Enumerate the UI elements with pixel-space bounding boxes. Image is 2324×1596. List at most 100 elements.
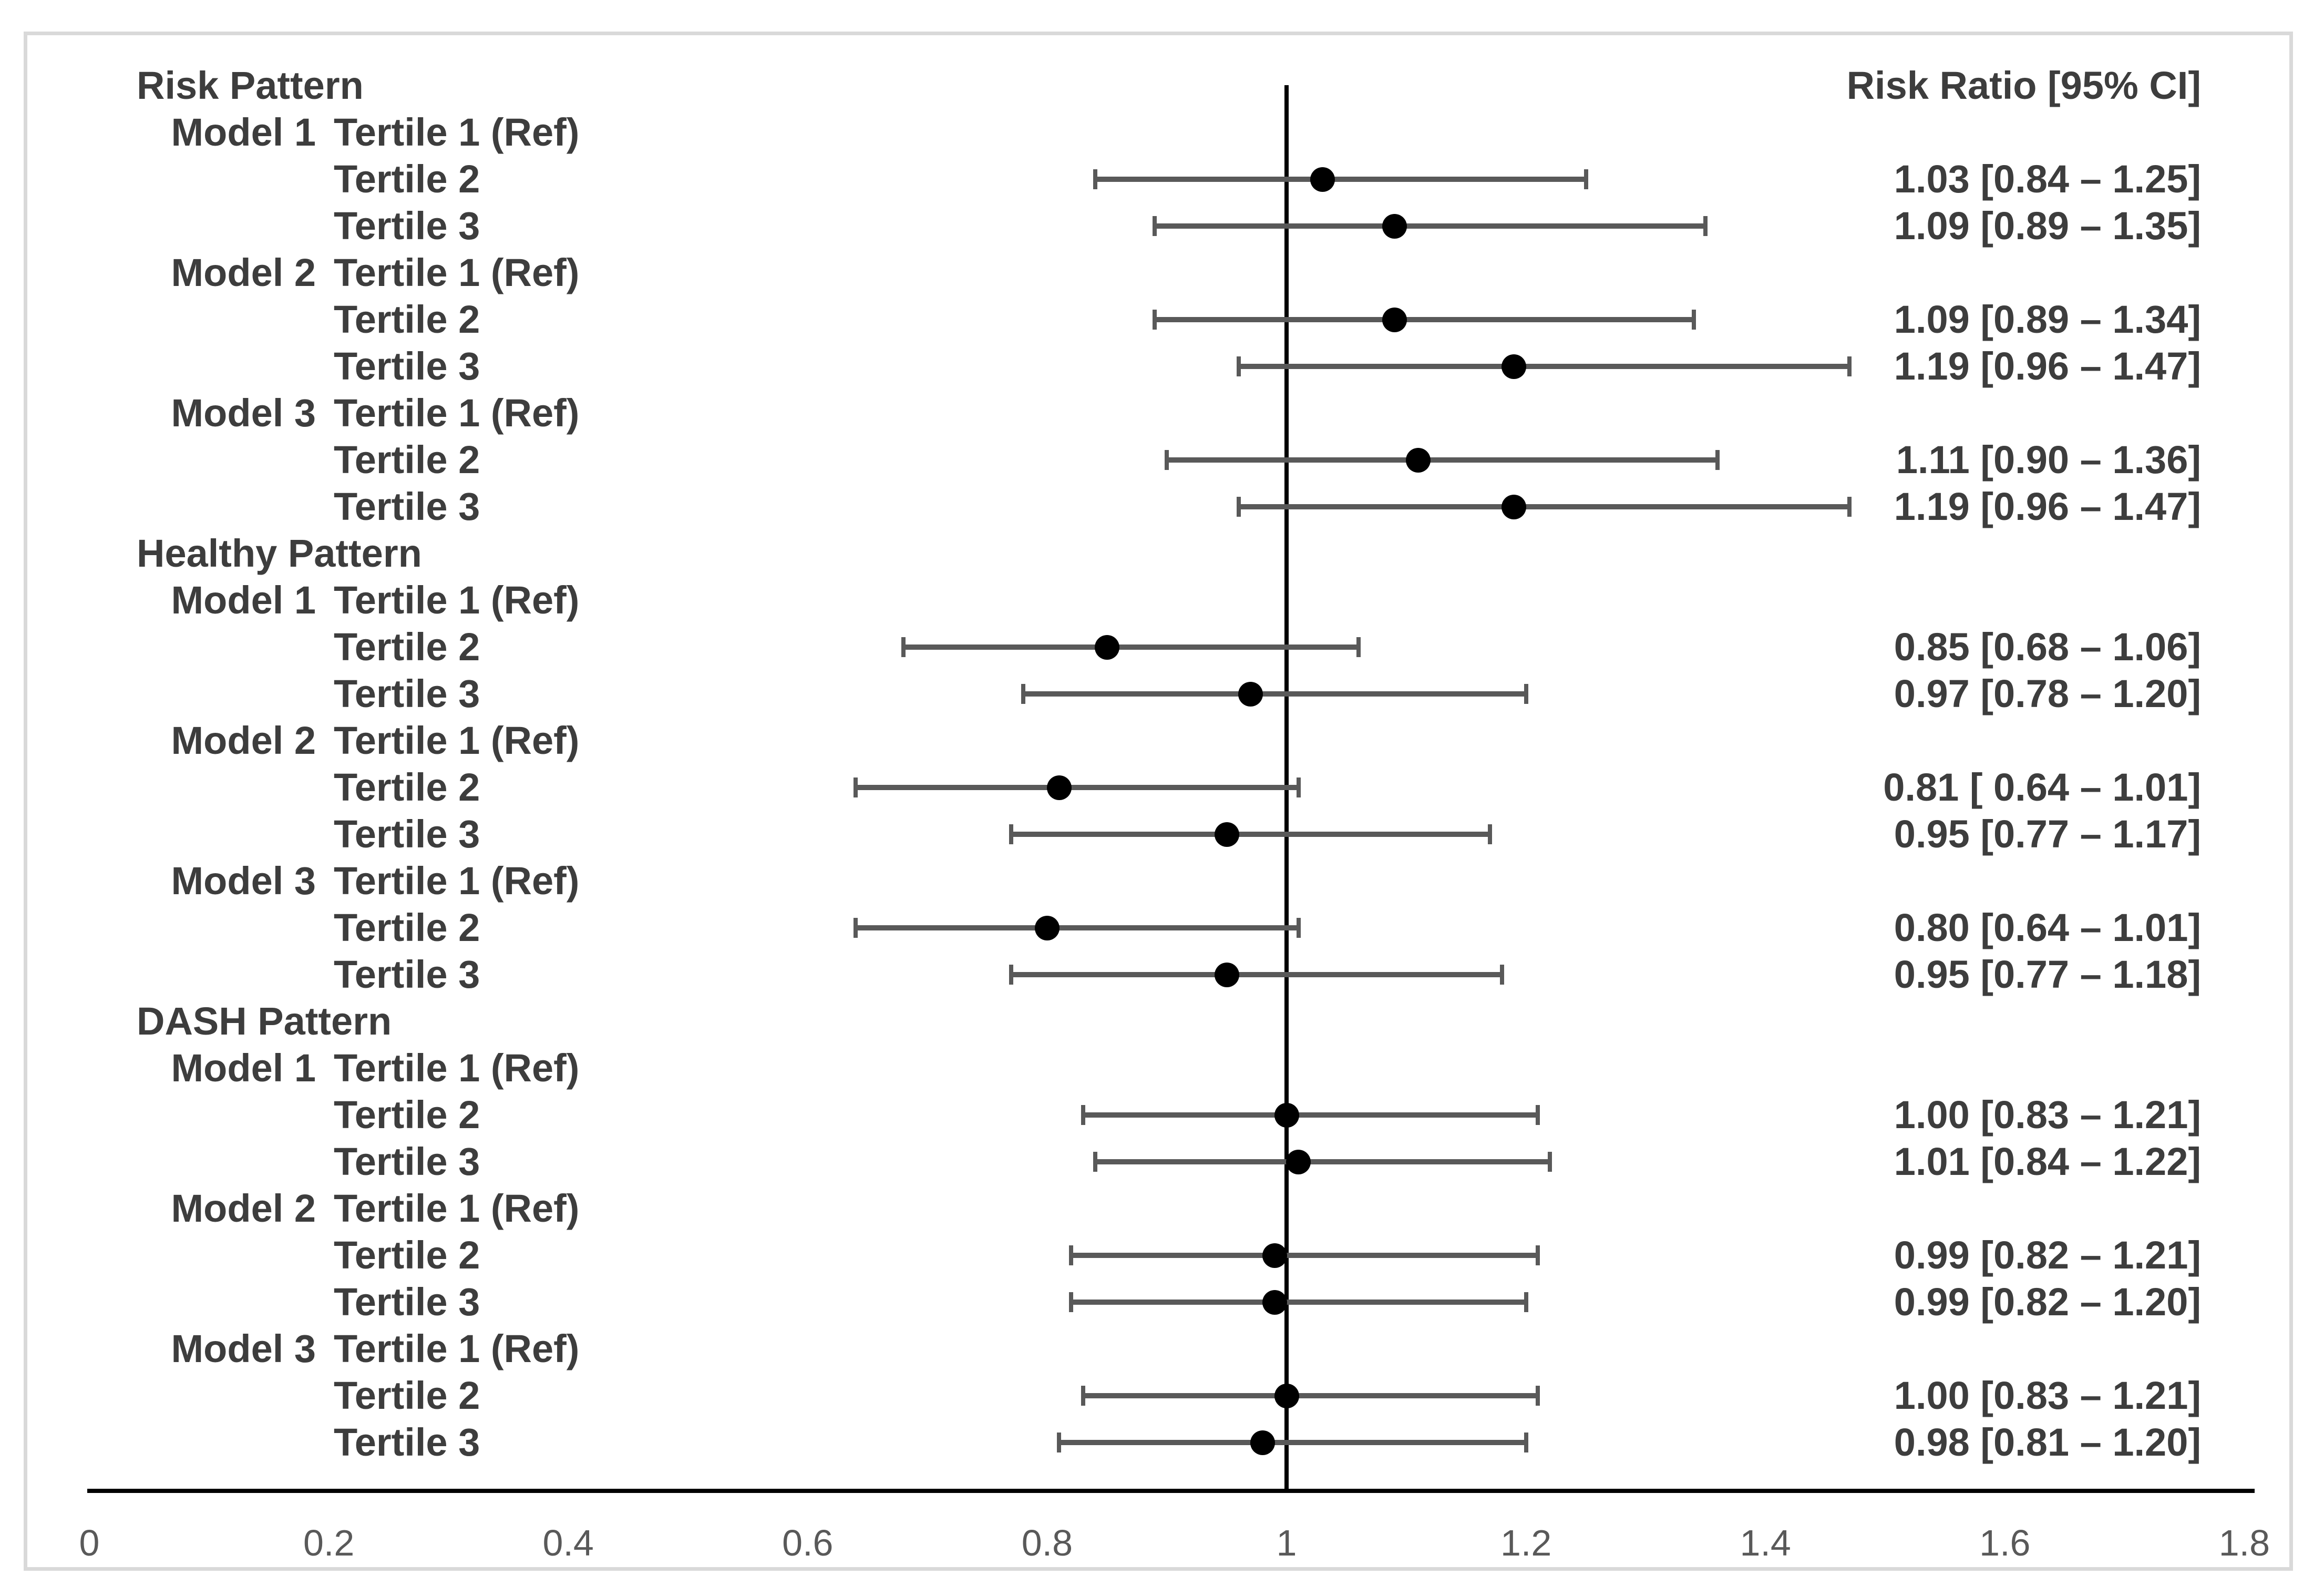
ci-cap-high [1296, 918, 1301, 938]
point-estimate-marker [1046, 775, 1072, 800]
tertile-ref-label: Tertile 1 (Ref) [334, 1046, 580, 1090]
model-label: Model 1 [171, 110, 316, 154]
x-axis-tick-label: 1.8 [2218, 1522, 2270, 1563]
risk-ratio-value: 1.11 [0.90 – 1.36] [1896, 438, 2201, 482]
pattern-group-label: DASH Pattern [137, 999, 392, 1043]
point-estimate-marker [1094, 635, 1119, 660]
pattern-group-label: Risk Pattern [137, 64, 364, 107]
ci-cap-low [853, 918, 858, 938]
ci-cap-high [1703, 216, 1708, 236]
x-axis-tick-label: 0.6 [782, 1522, 834, 1563]
point-estimate-marker [1262, 1243, 1287, 1268]
ci-cap-low [853, 777, 858, 797]
risk-ratio-value: 1.03 [0.84 – 1.25] [1894, 157, 2201, 201]
point-estimate-marker [1406, 447, 1431, 473]
point-estimate-marker [1502, 354, 1527, 379]
ci-bar [855, 925, 1299, 930]
tertile-label: Tertile 3 [334, 1280, 480, 1324]
tertile-label: Tertile 2 [334, 298, 480, 341]
risk-ratio-value: 1.01 [0.84 – 1.22] [1894, 1140, 2201, 1183]
x-axis-tick-label: 0.4 [542, 1522, 594, 1563]
ci-cap-low [901, 637, 906, 657]
point-estimate-marker [1286, 1149, 1311, 1174]
risk-ratio-value: 0.95 [0.77 – 1.18] [1894, 953, 2201, 996]
tertile-label: Tertile 3 [334, 953, 480, 996]
model-label: Model 2 [171, 1186, 316, 1230]
risk-ratio-value: 0.81 [ 0.64 – 1.01] [1883, 765, 2201, 809]
ci-bar [1011, 832, 1490, 837]
ci-cap-high [1524, 1292, 1528, 1312]
ci-cap-high [1296, 777, 1301, 797]
ci-cap-low [1153, 216, 1157, 236]
tertile-ref-label: Tertile 1 (Ref) [334, 1186, 580, 1230]
tertile-label: Tertile 2 [334, 1233, 480, 1277]
risk-ratio-value: 0.97 [0.78 – 1.20] [1894, 672, 2201, 715]
risk-ratio-value: 0.95 [0.77 – 1.17] [1894, 812, 2201, 856]
risk-ratio-value: 1.00 [0.83 – 1.21] [1894, 1093, 2201, 1137]
x-axis-tick-label: 1.2 [1500, 1522, 1552, 1563]
x-axis-tick-label: 1.6 [1979, 1522, 2031, 1563]
ci-bar [1155, 317, 1694, 322]
ci-bar [1011, 972, 1503, 977]
point-estimate-marker [1214, 822, 1239, 847]
tertile-ref-label: Tertile 1 (Ref) [334, 251, 580, 294]
tertile-label: Tertile 2 [334, 1093, 480, 1137]
tertile-label: Tertile 2 [334, 438, 480, 482]
tertile-label: Tertile 3 [334, 204, 480, 248]
ci-cap-high [1356, 637, 1361, 657]
tertile-label: Tertile 2 [334, 625, 480, 669]
model-label: Model 1 [171, 1046, 316, 1090]
ci-cap-low [1009, 965, 1014, 985]
ci-cap-high [1524, 1433, 1528, 1452]
ci-bar [1095, 177, 1586, 182]
tertile-ref-label: Tertile 1 (Ref) [334, 391, 580, 435]
point-estimate-marker [1502, 494, 1527, 519]
ci-cap-low [1081, 1386, 1085, 1406]
ci-cap-high [1548, 1152, 1552, 1172]
model-label: Model 3 [171, 859, 316, 903]
tertile-ref-label: Tertile 1 (Ref) [334, 110, 580, 154]
tertile-label: Tertile 3 [334, 485, 480, 528]
point-estimate-marker [1382, 307, 1407, 332]
risk-ratio-value: 0.80 [0.64 – 1.01] [1894, 906, 2201, 949]
point-estimate-marker [1214, 962, 1239, 987]
point-estimate-marker [1382, 213, 1407, 239]
x-axis-tick-label: 0.8 [1021, 1522, 1073, 1563]
x-axis-tick-label: 1 [1276, 1522, 1297, 1563]
ci-bar [1023, 691, 1526, 697]
x-axis-tick-label: 0.2 [303, 1522, 355, 1563]
tertile-label: Tertile 2 [334, 1374, 480, 1417]
pattern-group-label: Healthy Pattern [137, 531, 422, 575]
ci-bar [1238, 364, 1849, 369]
ci-cap-low [1236, 497, 1241, 517]
model-label: Model 3 [171, 1327, 316, 1370]
tertile-label: Tertile 3 [334, 1420, 480, 1464]
figure-border [24, 32, 2293, 1571]
ci-cap-low [1236, 356, 1241, 376]
ci-cap-low [1068, 1245, 1073, 1265]
risk-ratio-value: 0.85 [0.68 – 1.06] [1894, 625, 2201, 669]
ci-cap-low [1057, 1433, 1062, 1452]
ci-cap-low [1068, 1292, 1073, 1312]
ci-bar [1155, 223, 1706, 229]
ci-cap-high [1500, 965, 1505, 985]
ci-cap-high [1536, 1105, 1540, 1125]
ci-cap-low [1153, 310, 1157, 330]
model-label: Model 2 [171, 251, 316, 294]
risk-ratio-value: 0.99 [0.82 – 1.20] [1894, 1280, 2201, 1324]
model-label: Model 3 [171, 391, 316, 435]
ci-bar [1238, 504, 1849, 509]
tertile-label: Tertile 3 [334, 672, 480, 715]
ci-cap-high [1536, 1245, 1540, 1265]
ci-bar [1167, 457, 1718, 463]
ci-cap-high [1524, 684, 1528, 704]
ci-cap-high [1847, 356, 1852, 376]
ci-cap-low [1093, 169, 1097, 189]
tertile-label: Tertile 2 [334, 906, 480, 949]
value-column-header: Risk Ratio [95% CI] [1846, 64, 2201, 107]
tertile-ref-label: Tertile 1 (Ref) [334, 859, 580, 903]
tertile-ref-label: Tertile 1 (Ref) [334, 1327, 580, 1370]
point-estimate-marker [1274, 1102, 1299, 1128]
model-label: Model 2 [171, 719, 316, 762]
